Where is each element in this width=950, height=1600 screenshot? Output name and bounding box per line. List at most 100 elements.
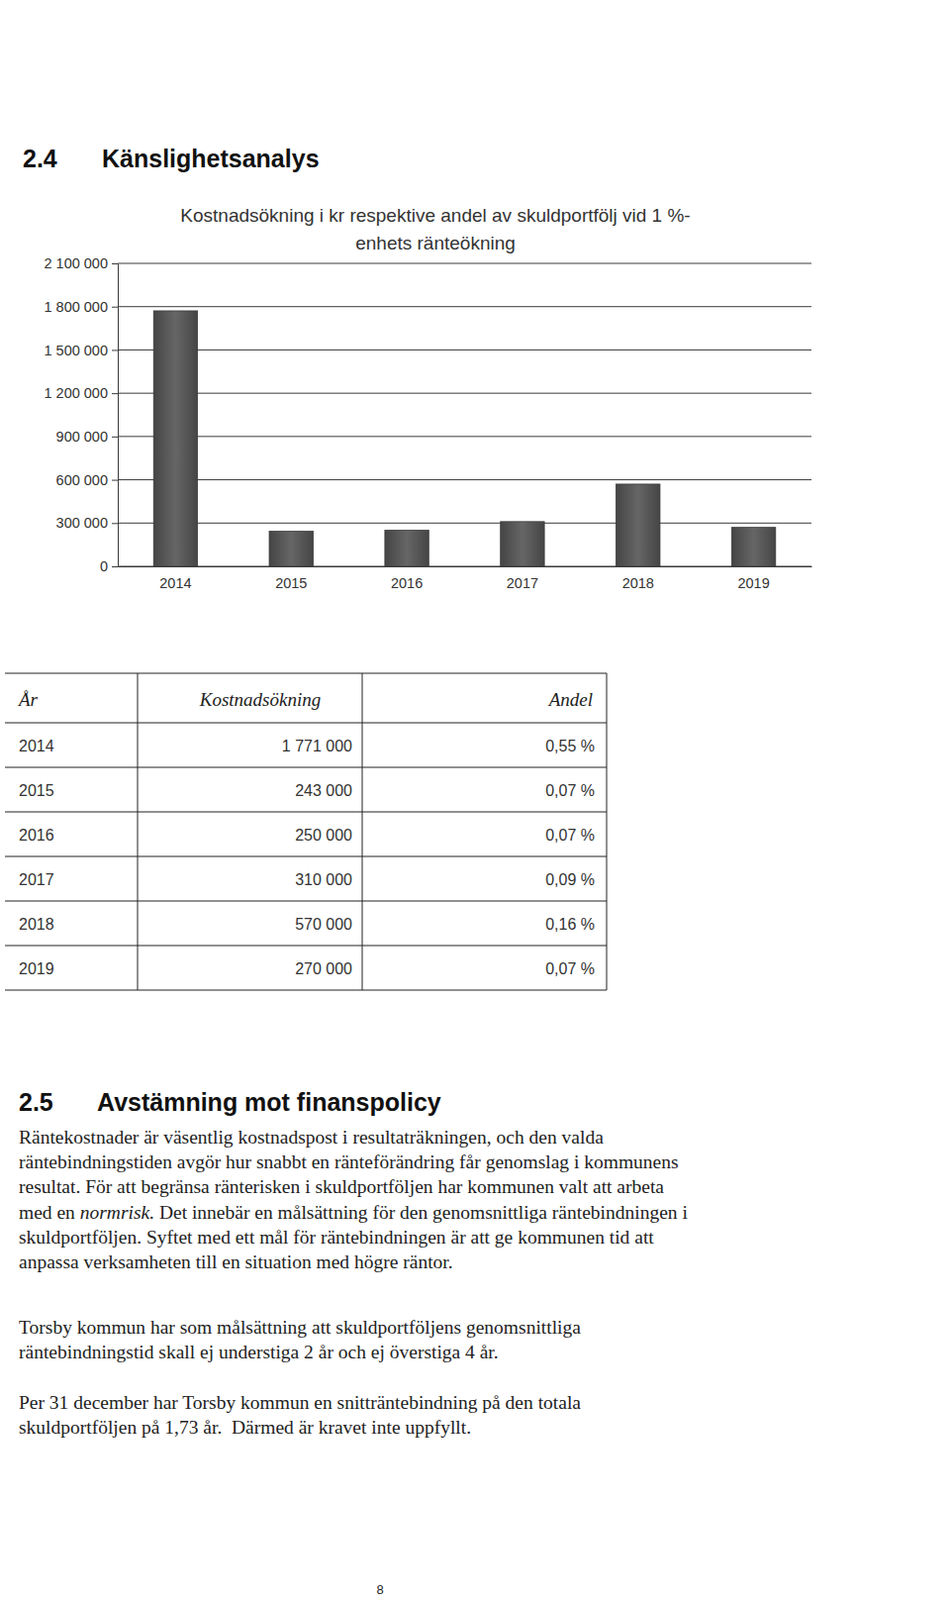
bar: [269, 531, 313, 567]
table-cell: 0,09 %: [545, 870, 595, 888]
chart-title-line: enhets ränteökning: [355, 232, 516, 254]
y-tick: 600 000: [56, 472, 118, 488]
table-cell: 250 000: [294, 826, 353, 844]
grid-line: [117, 349, 812, 351]
y-tick-mark: [111, 479, 118, 481]
y-axis-line: [117, 264, 119, 568]
table-rule: [137, 672, 139, 990]
y-tick-label: 1 500 000: [43, 342, 108, 359]
bars: [153, 310, 776, 567]
grid-line: [117, 435, 812, 437]
x-tick-label: 2018: [622, 574, 655, 591]
x-tick: 2019: [737, 566, 769, 591]
paragraph: Räntekostnader är väsentlig kostnadspost…: [18, 1126, 688, 1272]
table-cell: 0,07 %: [545, 781, 595, 799]
paragraph-line: skuldportföljen. Syftet med ett mål för …: [18, 1226, 655, 1247]
table-cell: 310 000: [294, 870, 353, 888]
y-tick-label: 900 000: [56, 428, 108, 445]
grid-line: [117, 566, 812, 568]
x-tick-label: 2017: [506, 574, 539, 591]
grid: [117, 263, 812, 567]
table-rule: [4, 945, 607, 947]
table-header: Kostnadsökning: [198, 688, 321, 710]
text-span: resultat. För att begränsa ränterisken i…: [18, 1175, 665, 1197]
chart-title: Kostnadsökning i kr respektive andel av …: [180, 204, 690, 254]
y-tick-label: 0: [99, 558, 108, 574]
x-tick-label: 2016: [390, 574, 423, 591]
table-cell: 570 000: [294, 915, 353, 933]
table-rule: [4, 855, 607, 857]
table-cell: 243 000: [294, 781, 353, 799]
text-span: Det innebär en målsättning för den genom…: [154, 1201, 688, 1223]
table-cell: 0,16 %: [545, 915, 595, 933]
table-cell: 2015: [18, 781, 55, 799]
x-tick: 2016: [390, 566, 423, 591]
y-tick-label: 1 800 000: [43, 298, 108, 315]
paragraph-line: skuldportföljen på 1,73 år. Därmed är kr…: [18, 1416, 472, 1437]
y-tick: 300 000: [56, 514, 118, 531]
x-axis-line: [118, 566, 813, 568]
bar: [731, 527, 775, 567]
table-header: Andel: [547, 688, 593, 710]
x-tick: 2018: [622, 566, 655, 591]
paragraph-line: med en normrisk. Det innebär en målsättn…: [18, 1201, 688, 1223]
y-tick: 900 000: [56, 428, 118, 445]
text-span: anpassa verksamheten till en situation m…: [18, 1250, 454, 1272]
text-span: Räntekostnader är väsentlig kostnadspost…: [18, 1126, 604, 1147]
paragraph-line: anpassa verksamheten till en situation m…: [18, 1250, 454, 1272]
table-header: År: [16, 688, 39, 710]
table-cell: 2018: [18, 915, 55, 933]
y-tick: 2 100 000: [43, 255, 118, 272]
x-tick-label: 2014: [159, 574, 191, 591]
y-tick: 1 500 000: [43, 342, 118, 359]
text-span: räntebindningstiden avgör hur snabbt en …: [18, 1150, 679, 1172]
page-number: 8: [376, 1581, 383, 1597]
x-axis: 2014 2015 2016 2017 2018 2019: [118, 566, 813, 591]
text-span: skuldportföljen på 1,73 år. Därmed är kr…: [18, 1416, 472, 1437]
table-rule: [4, 722, 607, 724]
y-tick-mark: [111, 263, 118, 265]
y-tick-mark: [111, 436, 118, 438]
text-span: med en: [18, 1201, 81, 1223]
paragraph-line: Per 31 december har Torsby kommun en sni…: [18, 1391, 581, 1413]
y-tick-mark: [111, 566, 118, 568]
table-cell: 0,55 %: [545, 737, 595, 755]
x-tick-label: 2015: [275, 574, 307, 591]
table-cell: 0,07 %: [545, 826, 595, 844]
section-number: 2.4: [22, 144, 58, 173]
table-rule: [606, 672, 608, 990]
table-cell: 2019: [18, 959, 55, 977]
paragraph-line: räntebindningstid skall ej understiga 2 …: [18, 1340, 499, 1362]
emphasis: normrisk.: [80, 1201, 155, 1223]
table-cell: 1 771 000: [282, 737, 353, 755]
paragraph-line: Räntekostnader är väsentlig kostnadspost…: [18, 1126, 604, 1147]
paragraph-line: resultat. För att begränsa ränterisken i…: [18, 1175, 665, 1197]
x-tick-label: 2019: [737, 574, 769, 591]
section-title: Känslighetsanalys: [101, 144, 320, 173]
grid-line: [117, 305, 812, 307]
text-span: skuldportföljen. Syftet med ett mål för …: [18, 1226, 655, 1247]
y-tick: 1 200 000: [43, 384, 118, 401]
paragraph: Per 31 december har Torsby kommun en sni…: [18, 1391, 581, 1437]
bar: [616, 483, 661, 567]
y-tick: 1 800 000: [43, 298, 118, 315]
table-rule: [4, 811, 607, 813]
grid-line: [117, 392, 812, 394]
x-tick: 2014: [159, 566, 191, 591]
grid-line: [117, 263, 812, 265]
x-tick: 2015: [275, 566, 307, 591]
table-cell: 2014: [18, 737, 55, 755]
page: 2.4 Känslighetsanalys Kostnadsökning i kr …: [0, 0, 950, 1600]
y-tick-label: 2 100 000: [43, 255, 108, 272]
table-rule: [4, 900, 607, 902]
table-rule: [4, 989, 607, 991]
grid-line: [117, 522, 812, 524]
section-number: 2.5: [18, 1087, 54, 1116]
bar: [500, 521, 545, 567]
table-cell: 270 000: [294, 959, 353, 977]
paragraph-line: räntebindningstiden avgör hur snabbt en …: [18, 1150, 679, 1172]
y-tick-label: 1 200 000: [43, 384, 108, 401]
table-rule: [4, 672, 607, 674]
y-tick-mark: [111, 306, 118, 308]
y-tick-mark: [111, 522, 118, 524]
